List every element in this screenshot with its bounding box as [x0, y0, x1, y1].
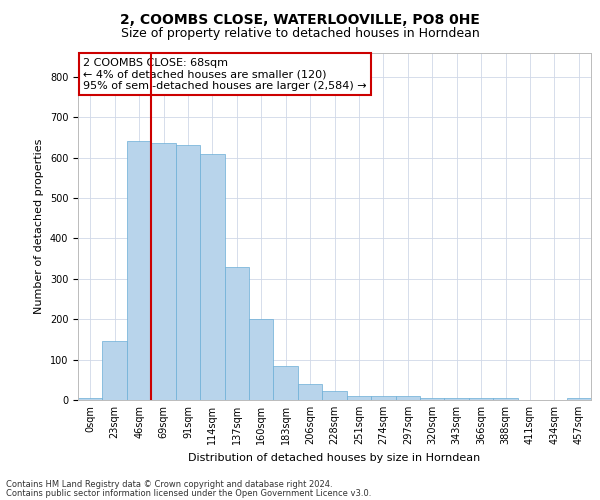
Text: Size of property relative to detached houses in Horndean: Size of property relative to detached ho… — [121, 28, 479, 40]
Bar — [274, 366, 298, 400]
Bar — [493, 398, 518, 400]
Bar — [200, 154, 224, 400]
Bar — [445, 398, 469, 400]
Bar — [371, 396, 395, 400]
Bar — [151, 144, 176, 400]
Bar — [78, 398, 103, 400]
Bar — [322, 390, 347, 400]
Bar — [420, 398, 445, 400]
Text: 2 COOMBS CLOSE: 68sqm
← 4% of detached houses are smaller (120)
95% of semi-deta: 2 COOMBS CLOSE: 68sqm ← 4% of detached h… — [83, 58, 367, 91]
Bar — [566, 398, 591, 400]
Bar — [347, 396, 371, 400]
Bar — [127, 142, 151, 400]
Bar — [224, 266, 249, 400]
Bar — [469, 398, 493, 400]
Bar — [249, 319, 274, 400]
Bar — [298, 384, 322, 400]
Y-axis label: Number of detached properties: Number of detached properties — [34, 138, 44, 314]
Text: 2, COOMBS CLOSE, WATERLOOVILLE, PO8 0HE: 2, COOMBS CLOSE, WATERLOOVILLE, PO8 0HE — [120, 12, 480, 26]
X-axis label: Distribution of detached houses by size in Horndean: Distribution of detached houses by size … — [188, 452, 481, 462]
Bar — [395, 396, 420, 400]
Text: Contains HM Land Registry data © Crown copyright and database right 2024.: Contains HM Land Registry data © Crown c… — [6, 480, 332, 489]
Text: Contains public sector information licensed under the Open Government Licence v3: Contains public sector information licen… — [6, 488, 371, 498]
Bar — [176, 146, 200, 400]
Bar — [103, 342, 127, 400]
